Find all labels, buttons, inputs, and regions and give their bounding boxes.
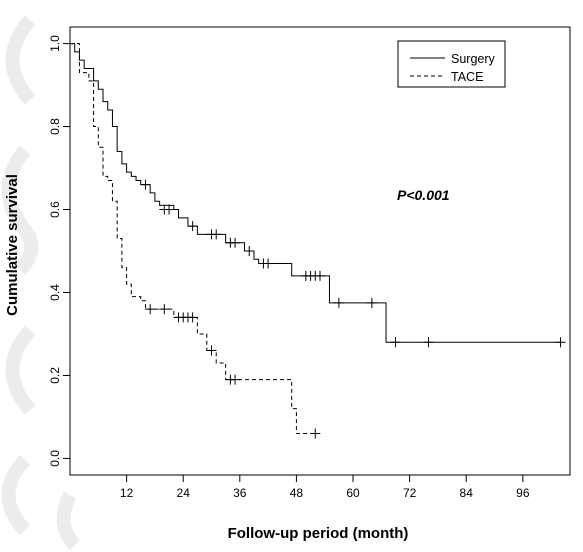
censor-mark-surgery	[366, 297, 377, 308]
x-tick-label: 84	[460, 486, 474, 500]
watermark-glyph	[1, 145, 39, 275]
censor-mark-surgery	[187, 221, 198, 232]
legend-label-surgery: Surgery	[451, 52, 496, 66]
censor-mark-tace	[187, 312, 198, 323]
y-tick-label: 0.0	[48, 450, 62, 467]
censor-mark-tace	[206, 345, 217, 356]
y-tick-label: 0.2	[48, 367, 62, 384]
y-tick-label: 0.6	[48, 201, 62, 218]
censor-mark-tace	[159, 304, 170, 315]
y-tick-label: 0.8	[48, 118, 62, 135]
censor-mark-surgery	[423, 337, 434, 348]
watermark-glyph	[56, 491, 81, 550]
series-layer	[70, 43, 566, 439]
censor-mark-surgery	[140, 179, 151, 190]
legend: Surgery TACE	[397, 40, 506, 88]
censor-mark-surgery	[555, 337, 566, 348]
legend-label-tace: TACE	[451, 70, 483, 84]
watermark-glyph	[1, 455, 31, 535]
censor-mark-tace	[230, 374, 241, 385]
x-tick-label: 48	[290, 486, 304, 500]
x-tick-label: 60	[346, 486, 360, 500]
x-tick-label: 24	[177, 486, 191, 500]
plot-frame	[69, 26, 571, 476]
censor-mark-surgery	[244, 246, 255, 256]
y-tick-label: 0.4	[48, 284, 62, 301]
y-axis-title: Cumulative survival	[4, 174, 21, 316]
legend-box	[397, 40, 506, 88]
x-axis-title: Follow-up period (month)	[228, 525, 409, 542]
x-tick-label: 12	[120, 486, 134, 500]
censor-mark-surgery	[263, 258, 274, 269]
censor-mark-surgery	[390, 337, 401, 348]
x-axis: 12 24 36 48 60 72 84 96	[120, 475, 530, 500]
p-value-annotation: P<0.001	[397, 187, 450, 203]
x-tick-label: 72	[403, 486, 417, 500]
x-tick-label: 36	[233, 486, 247, 500]
watermark-glyph	[5, 325, 36, 415]
watermark-glyph	[5, 15, 36, 105]
censor-mark-surgery	[230, 237, 241, 248]
censor-mark-surgery	[164, 204, 175, 215]
x-tick-label: 96	[516, 486, 530, 500]
series-line-surgery	[70, 43, 561, 343]
censor-mark-tace	[310, 428, 321, 439]
censor-mark-surgery	[211, 229, 222, 240]
y-tick-label: 1.0	[48, 35, 62, 52]
censor-mark-surgery	[333, 297, 344, 308]
censor-mark-tace	[145, 304, 156, 315]
censor-mark-surgery	[315, 270, 325, 281]
y-axis: 0.0 0.2 0.4 0.6 0.8 1.0	[48, 35, 70, 467]
